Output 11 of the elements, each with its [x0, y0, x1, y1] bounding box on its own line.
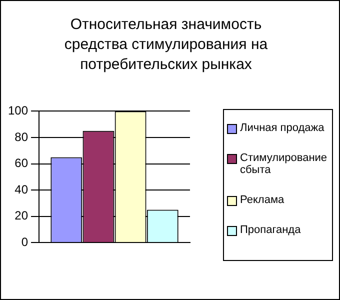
y-tick-label: 20	[14, 208, 28, 223]
y-tick-label: 0	[21, 234, 28, 249]
legend-label: Личная продажа	[240, 122, 324, 134]
legend-label: Стимулирование сбыта	[240, 152, 328, 176]
chart-title: Относительная значимость средства стимулирования на потребительских рынках	[63, 15, 269, 75]
y-tick-label: 100	[8, 104, 28, 118]
y-tick-label: 60	[14, 156, 28, 170]
y-tick-label: 80	[14, 130, 28, 144]
y-tick-label: 40	[14, 182, 28, 196]
legend-label: Пропаганда	[240, 224, 301, 236]
legend-label: Реклама	[240, 194, 284, 206]
